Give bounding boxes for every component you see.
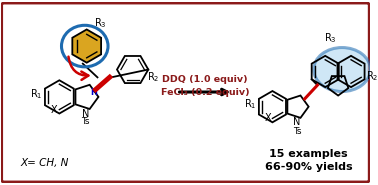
Text: R$_1$: R$_1$: [29, 87, 42, 101]
Text: R$_3$: R$_3$: [94, 16, 107, 30]
Ellipse shape: [314, 48, 370, 92]
Text: N: N: [293, 117, 301, 127]
Text: X: X: [51, 105, 58, 115]
Text: 66-90% yields: 66-90% yields: [265, 162, 352, 172]
FancyArrowPatch shape: [68, 57, 88, 80]
Text: R$_2$: R$_2$: [366, 70, 378, 83]
Text: FeCl₃ (0.2 equiv): FeCl₃ (0.2 equiv): [161, 88, 249, 97]
Text: 15 examples: 15 examples: [269, 149, 348, 159]
Text: R$_2$: R$_2$: [147, 70, 160, 84]
Text: Ts: Ts: [82, 117, 90, 126]
Text: X: X: [264, 113, 271, 123]
Text: Ts: Ts: [293, 127, 301, 136]
Text: R$_3$: R$_3$: [324, 31, 336, 45]
Text: DDQ (1.0 equiv): DDQ (1.0 equiv): [162, 75, 248, 84]
Polygon shape: [72, 29, 101, 63]
FancyBboxPatch shape: [2, 3, 369, 182]
Text: H: H: [90, 88, 97, 97]
Text: R$_1$: R$_1$: [244, 97, 256, 111]
Text: X= CH, N: X= CH, N: [20, 158, 69, 168]
Text: N: N: [82, 109, 90, 119]
